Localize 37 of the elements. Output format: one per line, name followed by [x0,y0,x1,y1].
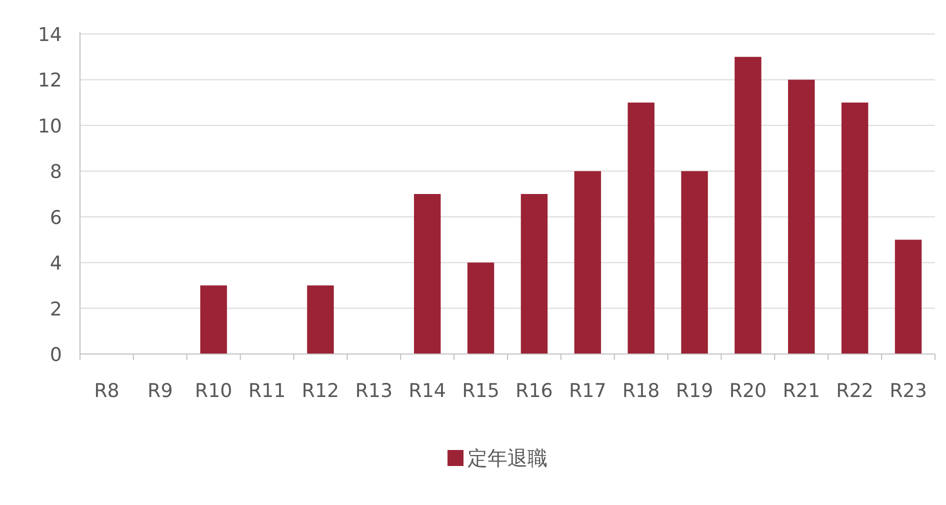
y-tick-label: 2 [50,298,62,320]
bar [681,171,708,354]
y-tick-label: 14 [38,24,62,46]
bar [467,262,494,354]
bar [414,194,441,354]
x-tick-label: R12 [302,380,340,402]
x-tick-label: R8 [94,380,120,402]
bar [628,102,654,354]
bar [894,240,922,354]
y-tick-label: 4 [50,252,62,275]
x-tick-label: R23 [890,380,927,402]
y-tick-label: 8 [50,161,62,184]
x-tick-label: R11 [248,380,286,402]
x-tick-label: R19 [676,380,714,402]
legend-label: 定年退職 [468,446,548,470]
bar [841,102,868,354]
x-tick-label: R9 [148,380,173,402]
x-tick-label: R20 [729,380,767,402]
x-tick-label: R10 [194,380,232,402]
y-tick-label: 0 [50,344,62,366]
y-tick-label: 12 [38,70,62,92]
y-tick-label: 6 [50,206,62,229]
x-tick-label: R13 [355,380,393,402]
x-tick-label: R14 [408,380,446,402]
x-tick-label: R18 [622,380,660,402]
bar [788,80,815,354]
bar [734,56,762,354]
x-tick-label: R16 [516,380,553,402]
bar [574,171,602,354]
y-tick-label: 10 [38,115,62,138]
x-tick-label: R17 [568,380,606,402]
x-tick-label: R21 [782,380,820,402]
x-tick-label: R15 [462,380,500,402]
bar [307,285,334,354]
x-tick-label: R22 [836,380,874,402]
bar [520,194,548,354]
bar [200,285,227,354]
